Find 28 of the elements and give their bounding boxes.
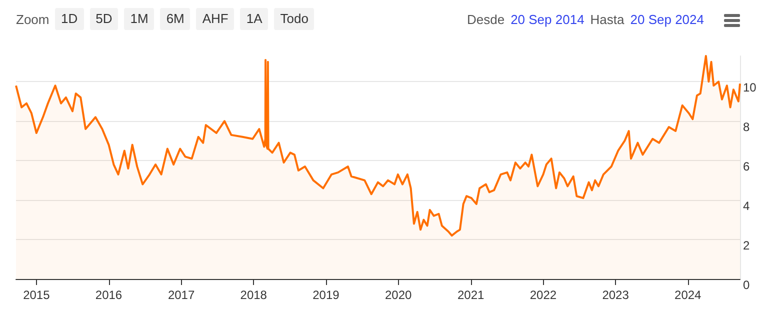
y-tick-label: 10 xyxy=(743,80,757,95)
text: Zoom xyxy=(16,12,50,27)
x-tick-label: 2018 xyxy=(240,288,268,302)
y-tick-label: 8 xyxy=(743,120,750,134)
x-tick-label: 2021 xyxy=(458,288,485,302)
x-tick-label: 2016 xyxy=(95,288,122,302)
text: Desde xyxy=(466,12,505,27)
text: 20 Sep 2024 xyxy=(630,12,704,27)
text: Todo xyxy=(274,8,314,30)
y-tick-label: 2 xyxy=(743,238,750,253)
text: 5D xyxy=(90,8,118,30)
x-tick-label: 2023 xyxy=(602,288,630,302)
x-tick-label: 2017 xyxy=(168,288,195,302)
text: 1D xyxy=(55,8,84,30)
text: 6M xyxy=(160,8,190,30)
text: 1A xyxy=(240,8,268,30)
x-tick-label: 2022 xyxy=(530,288,557,302)
x-tick-label: 2015 xyxy=(23,288,50,302)
y-tick-label: 4 xyxy=(743,199,750,214)
text: Hasta xyxy=(590,12,624,27)
x-tick-label: 2020 xyxy=(384,288,412,302)
x-tick-label: 2024 xyxy=(674,288,702,302)
text: AHF xyxy=(196,8,234,30)
y-tick-label: 0 xyxy=(743,278,750,292)
text: 20 Sep 2014 xyxy=(510,12,584,27)
y-tick-label: 6 xyxy=(743,160,750,174)
x-tick-label: 2019 xyxy=(312,288,340,302)
text: 1M xyxy=(124,8,154,30)
